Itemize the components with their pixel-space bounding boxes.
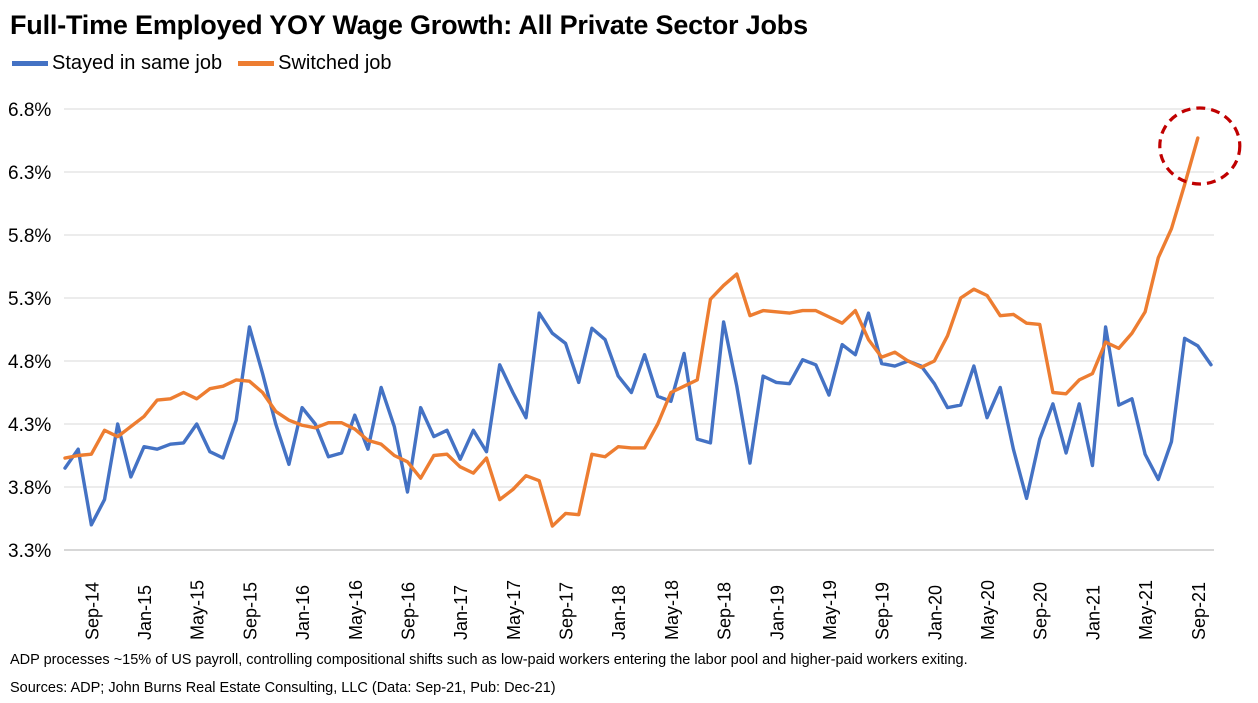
x-tick-label: Sep-18	[715, 582, 735, 640]
x-tick-label: Jan-19	[767, 585, 787, 640]
x-tick-label: May-18	[662, 580, 682, 640]
x-tick-label: Jan-16	[293, 585, 313, 640]
legend-swatch-switched	[238, 61, 275, 66]
y-axis-tick-labels: 3.3% 3.8% 4.3% 4.8% 5.3% 5.8% 6.3% 6.8%	[8, 100, 51, 562]
y-tick-label: 5.3%	[8, 289, 51, 310]
footnote: ADP processes ~15% of US payroll, contro…	[10, 652, 968, 668]
x-tick-label: May-20	[978, 580, 998, 640]
x-tick-label: Sep-16	[398, 582, 418, 640]
x-tick-label: May-21	[1136, 580, 1156, 640]
y-tick-label: 5.8%	[8, 226, 51, 247]
series-line-switched	[63, 136, 1200, 528]
y-tick-label: 4.8%	[8, 352, 51, 373]
chart-legend: Stayed in same job Switched job	[12, 52, 408, 75]
x-tick-label: Sep-20	[1031, 582, 1051, 640]
x-tick-label: Jan-21	[1083, 585, 1103, 640]
x-tick-label: May-16	[346, 580, 366, 640]
legend-item-stayed: Stayed in same job	[12, 52, 222, 75]
legend-label-stayed: Stayed in same job	[52, 52, 223, 74]
legend-label-switched: Switched job	[278, 52, 392, 74]
legend-item-switched: Switched job	[238, 52, 392, 75]
x-axis-tick-labels: Sep-14 Jan-15 May-15 Sep-15 Jan-16 May-16 Sep-…	[82, 580, 1208, 640]
x-tick-label: May-19	[820, 580, 840, 640]
x-tick-label: Jan-17	[451, 585, 471, 640]
y-tick-label: 6.3%	[8, 163, 51, 184]
x-tick-label: Jan-15	[135, 585, 155, 640]
x-tick-label: May-15	[188, 580, 208, 640]
x-tick-label: Jan-18	[609, 585, 629, 640]
series-lines	[63, 136, 1213, 528]
gridlines	[64, 108, 1214, 488]
y-tick-label: 4.3%	[8, 415, 51, 436]
x-tick-label: Sep-15	[240, 582, 260, 640]
sources-note: Sources: ADP; John Burns Real Estate Con…	[10, 680, 556, 696]
y-tick-label: 3.8%	[8, 478, 51, 499]
highlight-circle	[1158, 106, 1242, 186]
annotations	[1158, 106, 1242, 186]
legend-swatch-stayed	[12, 61, 48, 66]
x-tick-label: Sep-14	[82, 582, 102, 640]
x-tick-label: Jan-20	[925, 585, 945, 640]
y-tick-label: 3.3%	[8, 541, 51, 562]
x-tick-label: May-17	[504, 580, 524, 640]
x-tick-label: Sep-17	[557, 582, 577, 640]
x-tick-label: Sep-19	[873, 582, 893, 640]
chart-title: Full-Time Employed YOY Wage Growth: All …	[10, 10, 808, 40]
y-tick-label: 6.8%	[8, 100, 51, 121]
series-line-stayed	[63, 311, 1213, 527]
x-tick-label: Sep-21	[1189, 582, 1209, 640]
